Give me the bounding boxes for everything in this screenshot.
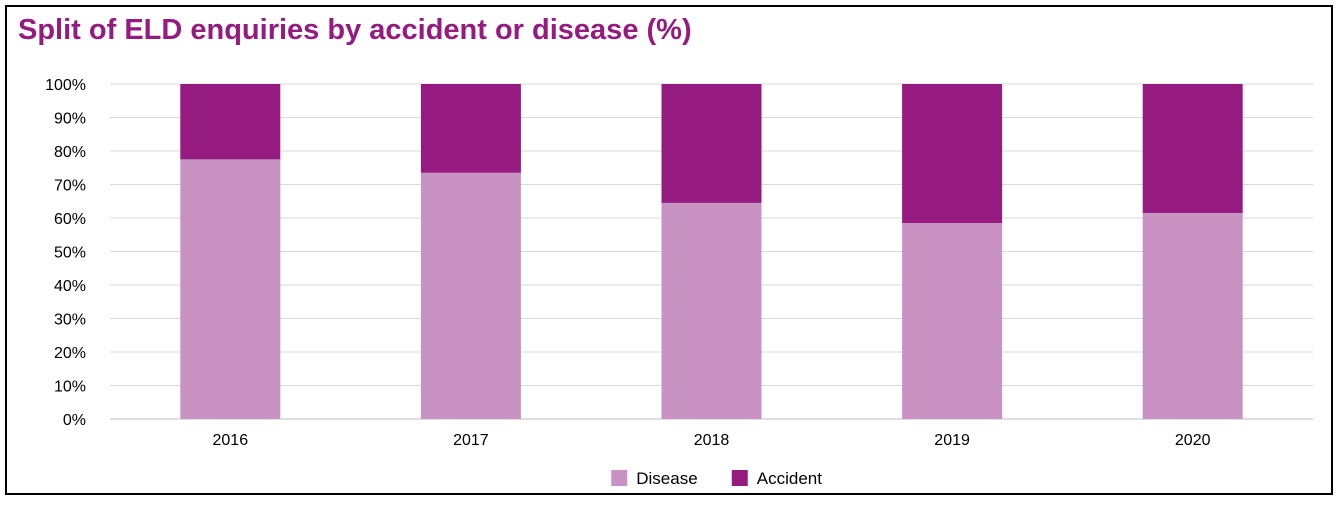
x-axis: 2016 2017 2018 2019 2020 xyxy=(213,432,1211,449)
x-tick-label: 2018 xyxy=(694,432,730,449)
legend-label: Disease xyxy=(636,469,697,488)
x-tick-label: 2017 xyxy=(453,432,489,449)
bar-disease-2017 xyxy=(420,172,521,419)
bar-disease-2016 xyxy=(180,159,281,419)
bar-disease-2019 xyxy=(902,223,1003,419)
y-tick-label: 90% xyxy=(54,111,86,128)
bar-accident-2018 xyxy=(661,84,762,203)
x-tick-label: 2020 xyxy=(1175,432,1211,449)
y-tick-label: 0% xyxy=(63,412,86,429)
bar-accident-2019 xyxy=(902,84,1003,224)
bar-accident-2017 xyxy=(420,84,521,173)
chart-title: Split of ELD enquiries by accident or di… xyxy=(18,14,692,46)
y-tick-label: 70% xyxy=(54,178,86,195)
y-tick-label: 30% xyxy=(54,312,86,329)
y-tick-label: 80% xyxy=(54,144,86,161)
legend-swatch xyxy=(731,470,748,486)
y-tick-label: 10% xyxy=(54,379,86,396)
y-axis: 0% 10% 20% 30% 40% 50% 60% 70% 80% 90% 100% xyxy=(45,77,86,429)
legend-label: Accident xyxy=(757,469,822,488)
legend-swatch xyxy=(611,470,628,486)
y-tick-label: 60% xyxy=(54,211,86,228)
bar-accident-2020 xyxy=(1142,84,1243,213)
x-tick-label: 2019 xyxy=(934,432,970,449)
y-tick-label: 40% xyxy=(54,278,86,295)
bar-accident-2016 xyxy=(180,84,281,160)
x-tick-label: 2016 xyxy=(213,432,249,449)
bar-disease-2018 xyxy=(661,202,762,419)
bar-disease-2020 xyxy=(1142,212,1243,419)
y-tick-label: 50% xyxy=(54,245,86,262)
y-tick-label: 100% xyxy=(45,77,86,94)
bars xyxy=(180,84,1243,419)
legend: Disease Accident xyxy=(611,469,822,488)
y-tick-label: 20% xyxy=(54,345,86,362)
